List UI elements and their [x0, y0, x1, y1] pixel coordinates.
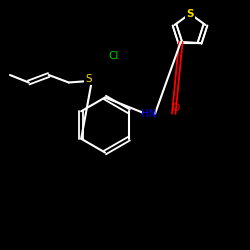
Text: S: S [186, 9, 194, 19]
Text: Cl: Cl [108, 51, 119, 61]
Text: HN: HN [141, 109, 156, 119]
Text: S: S [86, 74, 92, 84]
Text: O: O [171, 103, 179, 113]
